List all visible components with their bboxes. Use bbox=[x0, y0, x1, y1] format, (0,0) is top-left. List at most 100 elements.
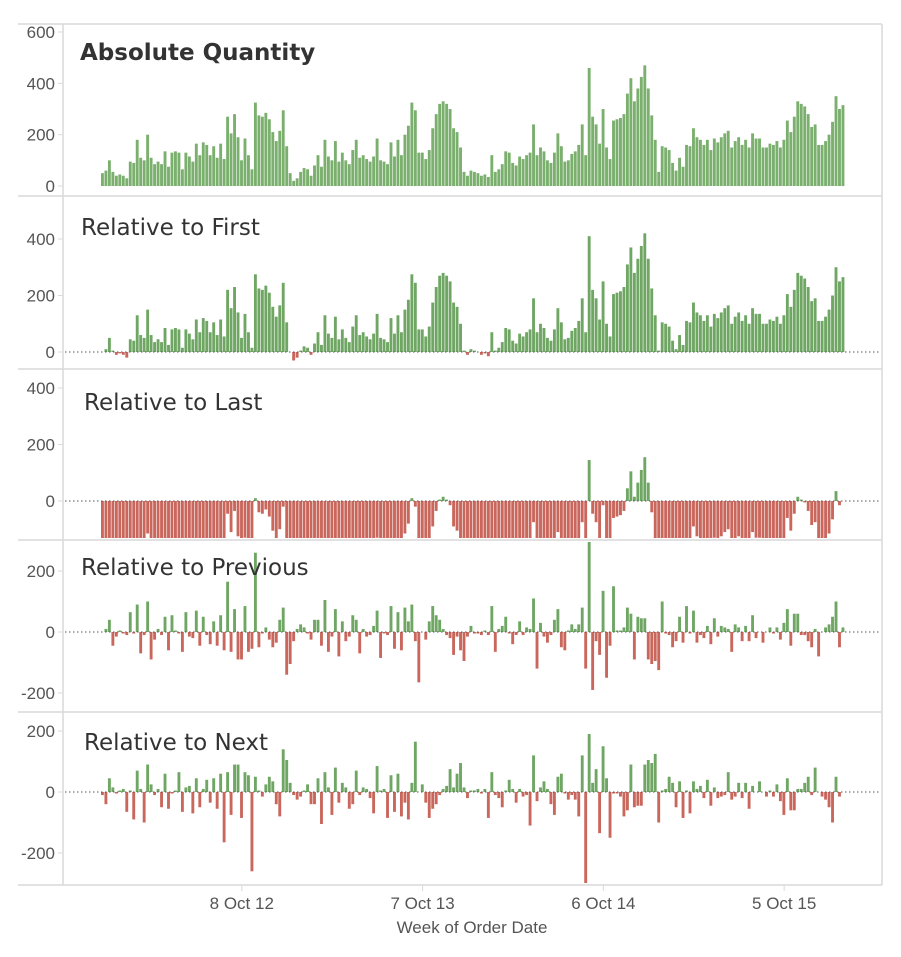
bar bbox=[646, 88, 650, 186]
bar bbox=[608, 792, 612, 838]
bar bbox=[719, 312, 723, 352]
bar bbox=[160, 342, 163, 352]
bar bbox=[636, 258, 640, 352]
bar bbox=[723, 501, 727, 533]
bar bbox=[719, 792, 723, 797]
bar bbox=[222, 632, 226, 651]
bar bbox=[285, 632, 289, 675]
bar bbox=[340, 782, 344, 792]
bar bbox=[674, 632, 678, 642]
bar bbox=[316, 778, 320, 792]
bar bbox=[740, 144, 744, 186]
bar bbox=[198, 332, 202, 352]
bar bbox=[657, 350, 661, 352]
bar bbox=[754, 632, 758, 639]
bar bbox=[320, 632, 323, 646]
bar bbox=[306, 347, 309, 352]
bar bbox=[612, 586, 615, 632]
bar bbox=[702, 632, 706, 639]
bar bbox=[629, 613, 633, 632]
bar bbox=[591, 782, 595, 792]
bar bbox=[354, 315, 358, 352]
bar bbox=[466, 792, 469, 799]
bar bbox=[591, 501, 595, 514]
bar bbox=[344, 501, 348, 538]
bar bbox=[146, 134, 150, 186]
bar bbox=[170, 792, 174, 794]
bar bbox=[132, 340, 136, 352]
bar bbox=[194, 610, 198, 632]
bar bbox=[660, 146, 664, 186]
bar bbox=[552, 501, 556, 538]
bar bbox=[473, 501, 476, 538]
bar bbox=[660, 790, 664, 792]
bar bbox=[657, 632, 661, 671]
bar bbox=[135, 315, 139, 352]
bar bbox=[393, 632, 396, 649]
bar bbox=[817, 501, 821, 538]
bar bbox=[598, 632, 602, 655]
bar bbox=[229, 308, 233, 352]
bar bbox=[559, 146, 563, 186]
bar bbox=[337, 161, 341, 186]
bar bbox=[625, 93, 629, 186]
bar bbox=[615, 119, 619, 186]
bar bbox=[507, 779, 511, 792]
bar bbox=[678, 616, 681, 632]
bar bbox=[403, 134, 407, 186]
bar bbox=[525, 501, 529, 538]
bar bbox=[497, 628, 501, 632]
bar bbox=[737, 312, 741, 352]
bar bbox=[667, 501, 671, 538]
bar bbox=[128, 501, 132, 538]
bar bbox=[313, 165, 316, 186]
bar bbox=[765, 792, 768, 797]
bar bbox=[361, 155, 365, 186]
bar bbox=[771, 144, 775, 186]
bar bbox=[278, 619, 282, 632]
bar bbox=[309, 352, 313, 355]
bar bbox=[831, 792, 834, 823]
bar bbox=[379, 790, 383, 792]
bar bbox=[441, 101, 445, 186]
bar bbox=[368, 161, 372, 186]
bar bbox=[434, 501, 438, 511]
bar bbox=[761, 632, 765, 643]
bar bbox=[316, 619, 320, 632]
bar bbox=[396, 773, 400, 792]
bar bbox=[639, 792, 643, 806]
panel-title: Relative to Previous bbox=[81, 555, 309, 581]
bar bbox=[208, 501, 212, 538]
bar bbox=[695, 632, 699, 643]
bar bbox=[678, 157, 681, 186]
bar bbox=[493, 792, 497, 796]
bar bbox=[313, 501, 316, 538]
bar bbox=[420, 784, 424, 793]
bar bbox=[469, 790, 473, 792]
bar bbox=[737, 782, 741, 792]
bar bbox=[229, 792, 233, 815]
bar bbox=[695, 137, 699, 186]
bar bbox=[838, 792, 841, 797]
bar bbox=[646, 258, 650, 352]
bar bbox=[243, 501, 247, 538]
bar bbox=[243, 772, 247, 792]
bar bbox=[135, 770, 139, 792]
bar bbox=[163, 616, 167, 632]
bar bbox=[636, 616, 640, 632]
bar bbox=[469, 501, 473, 538]
bar bbox=[139, 501, 143, 538]
bar bbox=[101, 501, 104, 538]
bar bbox=[424, 632, 428, 640]
bar bbox=[580, 298, 584, 352]
bar bbox=[660, 501, 664, 538]
bar bbox=[194, 319, 198, 352]
bar bbox=[466, 501, 469, 538]
bar bbox=[386, 632, 389, 636]
y-tick-label: 0 bbox=[46, 623, 55, 642]
bar bbox=[459, 501, 462, 538]
bar bbox=[810, 501, 814, 526]
bar bbox=[775, 784, 779, 793]
bar bbox=[441, 788, 445, 792]
bar bbox=[841, 627, 845, 632]
